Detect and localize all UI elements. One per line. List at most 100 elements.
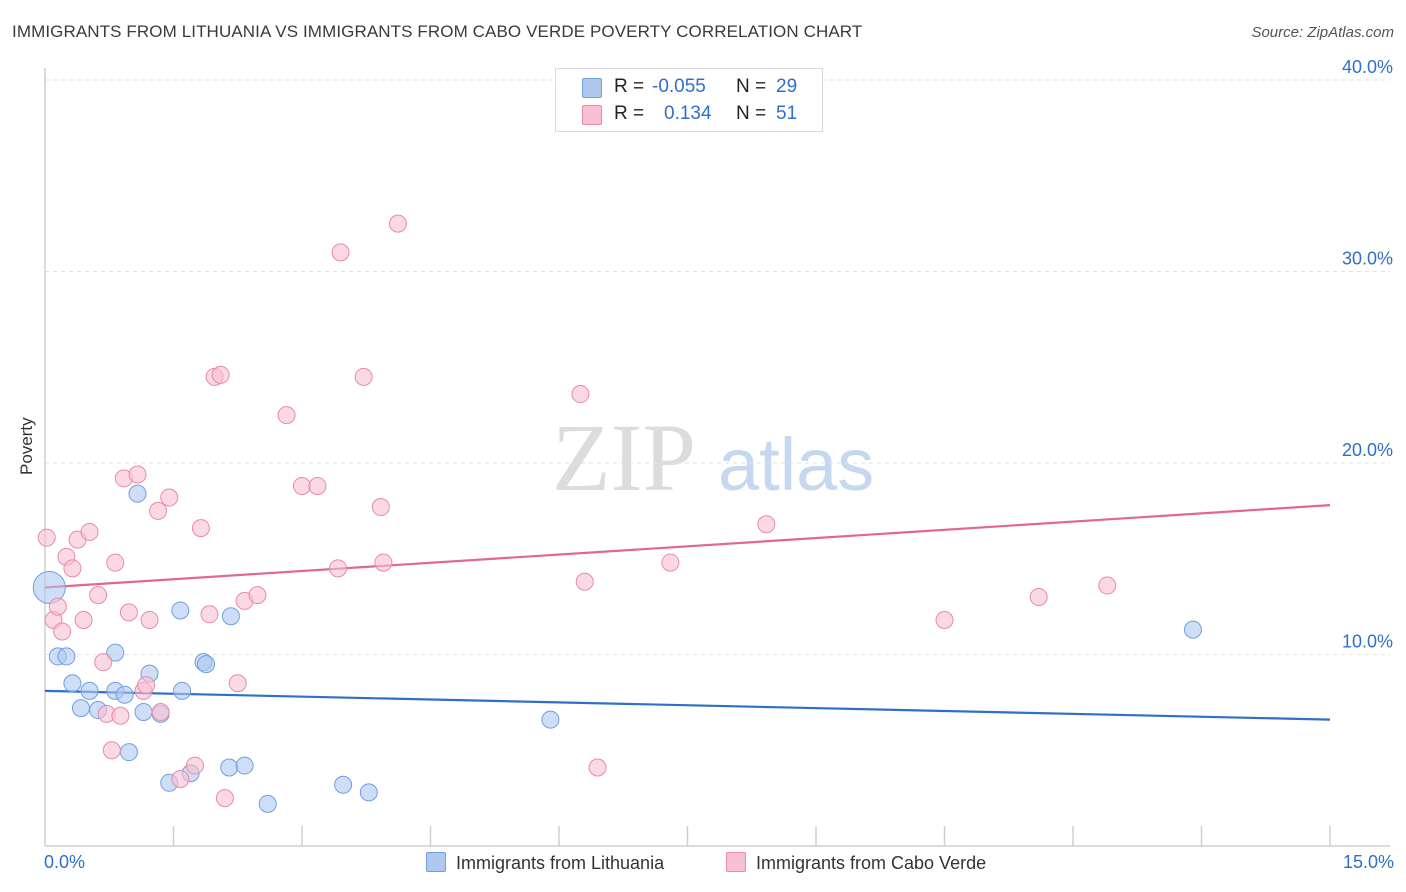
x-tick-label-max: 15.0% xyxy=(1342,852,1394,872)
point-lithuania xyxy=(221,607,240,626)
point-cabo-verde xyxy=(571,385,590,404)
legend-n-value: 51 xyxy=(776,103,798,124)
axes xyxy=(44,68,1390,847)
point-cabo-verde xyxy=(185,756,204,775)
source-label: Source: ZipAtlas.com xyxy=(1251,24,1394,41)
trend-line-0 xyxy=(44,689,1331,721)
point-cabo-verde xyxy=(94,653,113,672)
point-cabo-verde xyxy=(211,365,230,384)
point-lithuania xyxy=(173,681,192,700)
point-cabo-verde xyxy=(661,553,680,572)
point-cabo-verde xyxy=(374,553,393,572)
bottom-legend-swatch-cabo-verde xyxy=(726,852,746,872)
bottom-legend-swatch-lithuania xyxy=(426,852,446,872)
point-lithuania xyxy=(220,758,239,777)
chart-title: IMMIGRANTS FROM LITHUANIA VS IMMIGRANTS … xyxy=(12,22,863,41)
point-lithuania xyxy=(115,685,134,704)
point-cabo-verde xyxy=(328,559,347,578)
legend-n-value: 29 xyxy=(776,76,798,97)
point-cabo-verde xyxy=(371,498,390,517)
point-lithuania xyxy=(197,655,216,674)
bottom-legend-label: Immigrants from Cabo Verde xyxy=(756,853,987,873)
point-cabo-verde xyxy=(149,501,168,520)
point-lithuania xyxy=(119,743,138,762)
point-cabo-verde xyxy=(757,515,776,534)
point-cabo-verde xyxy=(37,528,56,547)
point-cabo-verde xyxy=(935,611,954,630)
point-cabo-verde xyxy=(140,611,159,630)
point-cabo-verde xyxy=(388,214,407,233)
point-lithuania xyxy=(32,570,66,604)
point-cabo-verde xyxy=(137,676,156,695)
legend-r-label: R = xyxy=(614,103,645,124)
point-lithuania xyxy=(359,783,378,802)
point-cabo-verde xyxy=(215,789,234,808)
point-cabo-verde xyxy=(151,702,170,721)
point-lithuania xyxy=(171,601,190,620)
point-cabo-verde xyxy=(1029,588,1048,607)
y-tick-label: 10.0% xyxy=(1342,632,1393,652)
point-cabo-verde xyxy=(160,488,179,507)
trend-lines xyxy=(44,504,1331,721)
point-lithuania xyxy=(134,702,153,721)
legend-swatch-cabo-verde xyxy=(582,105,602,125)
watermark-atlas: atlas xyxy=(718,423,874,506)
point-cabo-verde xyxy=(200,605,219,624)
legend-n-label: N = xyxy=(736,103,767,124)
point-cabo-verde xyxy=(119,603,138,622)
y-tick-labels: 10.0% 20.0% 30.0% 40.0% xyxy=(1342,57,1393,652)
point-cabo-verde xyxy=(331,243,350,262)
point-cabo-verde xyxy=(191,519,210,538)
point-lithuania xyxy=(106,643,125,662)
point-lithuania xyxy=(57,647,76,666)
point-cabo-verde xyxy=(106,553,125,572)
trend-line-1 xyxy=(44,504,1331,589)
point-cabo-verde xyxy=(293,476,311,495)
point-cabo-verde xyxy=(575,572,594,591)
point-cabo-verde xyxy=(308,476,327,495)
legend-row-cabo-verde: R = 0.134 N = 51 xyxy=(556,101,822,127)
point-lithuania xyxy=(541,710,560,729)
point-cabo-verde xyxy=(171,769,190,788)
point-lithuania xyxy=(63,674,82,693)
point-cabo-verde xyxy=(53,622,72,641)
point-cabo-verde xyxy=(102,741,121,760)
legend-r-value: -0.055 xyxy=(652,76,706,97)
point-lithuania xyxy=(71,699,90,718)
point-cabo-verde xyxy=(128,465,147,484)
y-tick-label: 20.0% xyxy=(1342,440,1393,460)
point-lithuania xyxy=(128,484,147,503)
legend-swatch-lithuania xyxy=(582,78,602,98)
point-lithuania xyxy=(1183,620,1202,639)
point-cabo-verde xyxy=(63,559,82,578)
point-cabo-verde xyxy=(277,406,296,425)
point-cabo-verde xyxy=(588,758,607,777)
point-cabo-verde xyxy=(48,597,67,616)
data-points xyxy=(32,214,1202,813)
point-lithuania xyxy=(235,756,254,775)
point-cabo-verde xyxy=(111,706,130,725)
point-lithuania xyxy=(334,775,353,794)
point-cabo-verde xyxy=(80,522,99,541)
bottom-legend-lithuania: Immigrants from Lithuania xyxy=(426,852,664,874)
point-cabo-verde xyxy=(354,367,373,386)
point-cabo-verde xyxy=(248,586,267,605)
y-axis-label: Poverty xyxy=(17,417,36,475)
point-cabo-verde xyxy=(89,586,108,605)
point-cabo-verde xyxy=(74,611,93,630)
bottom-legend-label: Immigrants from Lithuania xyxy=(456,853,665,873)
point-lithuania xyxy=(258,794,277,813)
y-tick-label: 30.0% xyxy=(1342,249,1393,269)
point-cabo-verde xyxy=(1098,576,1117,595)
legend-row-lithuania: R = -0.055 N = 29 xyxy=(556,74,822,100)
x-tick-label-min: 0.0% xyxy=(44,852,86,872)
bottom-legend-cabo-verde: Immigrants from Cabo Verde xyxy=(726,852,986,874)
gridlines xyxy=(45,79,1390,655)
correlation-legend: R = -0.055 N = 29 R = 0.134 N = 51 xyxy=(555,68,823,132)
point-cabo-verde xyxy=(228,674,247,693)
watermark-zip: ZIP xyxy=(552,404,696,511)
point-lithuania xyxy=(80,681,99,700)
y-tick-label: 40.0% xyxy=(1342,57,1393,77)
legend-r-value: 0.134 xyxy=(664,103,712,124)
